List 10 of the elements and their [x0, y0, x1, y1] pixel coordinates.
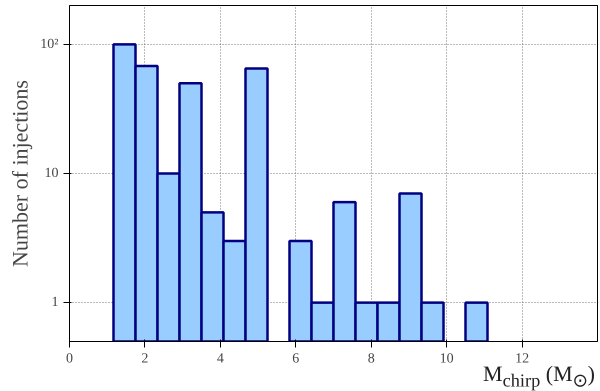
y-axis-title: Number of injections [7, 80, 32, 267]
y-tick-label: 10 [44, 166, 58, 181]
y-tick-label: 1 [52, 295, 58, 310]
x-tick-label: 0 [66, 352, 73, 366]
x-tick-label: 2 [141, 352, 148, 366]
x-tick-label: 10 [440, 352, 454, 366]
x-tick-label: 6 [292, 352, 300, 366]
y-tick-label: 10² [40, 36, 59, 52]
x-tick-label: 4 [216, 352, 224, 366]
x-tick-label: 8 [368, 352, 375, 366]
